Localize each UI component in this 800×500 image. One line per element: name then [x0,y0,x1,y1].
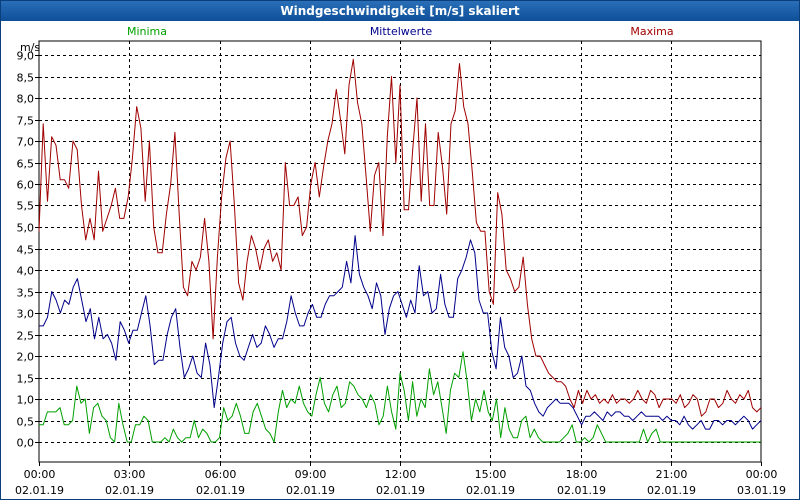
x-tick-date: 02.01.19 [376,484,425,497]
y-tick-label: 6,0 [17,179,35,192]
y-tick-label: 3,5 [17,287,35,300]
grid [39,41,761,462]
series [38,58,762,443]
x-tick-date: 02.01.19 [286,484,335,497]
x-tick-date: 02.01.19 [105,484,154,497]
y-tick-label: 7,5 [17,115,35,128]
series-line-maxima [38,58,762,417]
x-tick-date: 03.01.19 [737,484,786,497]
legend-entry-mittelwerte: Mittelwerte [370,25,433,38]
series-line-mittelwerte [39,235,762,430]
x-tick-time: 18:00 [566,468,598,481]
y-axis-label: m/s [20,41,40,54]
y-tick-label: 1,5 [17,373,35,386]
y-tick-label: 2,0 [17,351,35,364]
x-tick-time: 21:00 [656,468,688,481]
y-tick-label: 7,0 [17,136,35,149]
y-tick-label: 4,0 [17,265,35,278]
x-tick-time: 15:00 [475,468,507,481]
x-tick-time: 12:00 [385,468,417,481]
y-tick-label: 1,0 [17,394,35,407]
x-tick-date: 02.01.19 [15,484,64,497]
y-tick-label: 4,5 [17,244,35,257]
x-tick-time: 06:00 [205,468,237,481]
y-tick-label: 3,0 [17,308,35,321]
y-tick-label: 0,5 [17,416,35,429]
x-tick-time: 09:00 [295,468,327,481]
y-tick-label: 6,5 [17,158,35,171]
x-tick-date: 02.01.19 [647,484,696,497]
x-tick-time: 00:00 [746,468,778,481]
legend-entry-maxima: Maxima [630,25,673,38]
series-line-minima [39,351,761,443]
chart-title: Windgeschwindigkeit [m/s] skaliert [1,1,799,21]
y-tick-label: 8,0 [17,93,35,106]
legend: Maxima Mittelwerte Minima [127,25,674,38]
x-tick-date: 02.01.19 [466,484,515,497]
legend-entry-minima: Minima [127,25,167,38]
x-tick-time: 03:00 [114,468,146,481]
y-tick-label: 5,5 [17,200,35,213]
x-tick-time: 00:00 [24,468,56,481]
x-tick-date: 02.01.19 [196,484,245,497]
axes: 0,0 0,5 1,0 1,5 2,0 2,5 3,0 3,5 4,0 4,5 5,0 5,5 6,0 6… [15,40,786,497]
y-tick-label: 9,0 [17,50,35,63]
y-tick-label: 2,5 [17,330,35,343]
y-tick-label: 8,5 [17,72,35,85]
y-tick-label: 5,0 [17,222,35,235]
y-tick-label: 0,0 [17,437,35,450]
x-tick-date: 02.01.19 [557,484,606,497]
